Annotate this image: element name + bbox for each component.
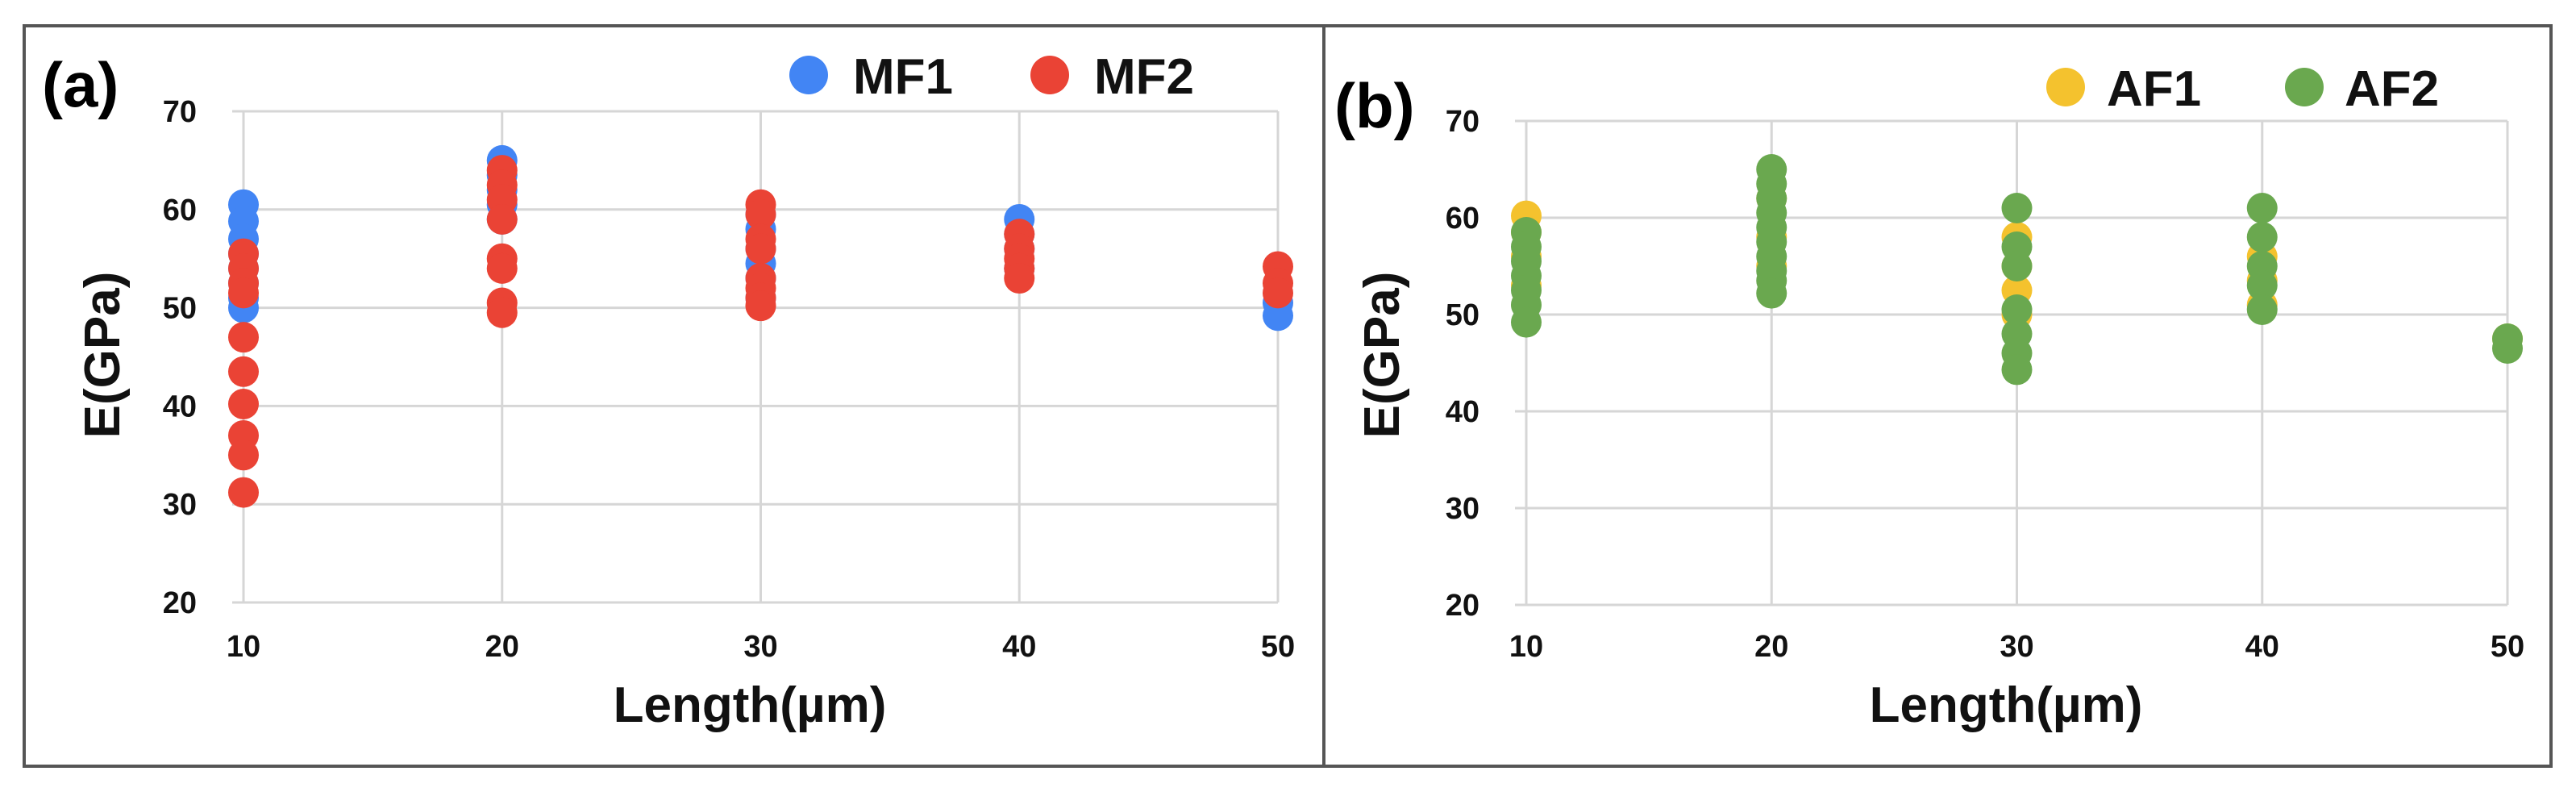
panel-b-point-af2-6 bbox=[1511, 306, 1542, 338]
panel-a-x-axis-title: Length(µm) bbox=[614, 677, 887, 733]
panel-a-point-mf2-33 bbox=[1263, 277, 1293, 309]
panel-a-point-mf2-19 bbox=[745, 198, 776, 230]
panel-a-point-mf2-4 bbox=[228, 322, 259, 353]
panel-a-y-tick-70: 70 bbox=[163, 95, 197, 129]
panel-a-x-tick-20: 20 bbox=[485, 630, 519, 664]
panel-b-point-af2-30 bbox=[2492, 333, 2523, 364]
panel-a-y-ticks: 20 30 40 50 60 70 bbox=[163, 95, 197, 620]
panel-b-y-tick-50: 50 bbox=[1446, 298, 1479, 332]
panel-a-point-mf2-5 bbox=[228, 356, 259, 387]
panel-b-point-af2-27 bbox=[2246, 270, 2278, 301]
panel-a-x-ticks: 10 20 30 40 50 bbox=[227, 630, 1295, 664]
panel-a-x-tick-30: 30 bbox=[743, 630, 777, 664]
panel-a-y-axis-title: E(GPa) bbox=[75, 272, 131, 439]
panel-a-y-tick-40: 40 bbox=[163, 390, 197, 423]
panel-b: 20 30 40 50 60 70 10 20 30 40 50 (b) Length(µm) E… bbox=[1334, 61, 2524, 733]
panel-a-point-mf2-17 bbox=[486, 297, 518, 328]
panel-a-point-mf2-15 bbox=[486, 252, 518, 284]
legend-marker-af2 bbox=[2285, 68, 2324, 106]
panel-b-y-tick-20: 20 bbox=[1446, 589, 1479, 623]
panel-b-x-tick-40: 40 bbox=[2245, 630, 2279, 664]
panel-a: 20 30 40 50 60 70 10 20 30 40 50 (a) Length(µm) E… bbox=[42, 49, 1295, 733]
panel-a-point-mf1-24 bbox=[1263, 300, 1293, 331]
legend-marker-af1 bbox=[2046, 68, 2085, 106]
panel-b-x-tick-50: 50 bbox=[2491, 630, 2524, 664]
legend-label-af1: AF1 bbox=[2107, 61, 2201, 117]
panel-b-frame bbox=[1322, 24, 2553, 768]
panel-b-point-af2-16 bbox=[1756, 277, 1787, 309]
panel-a-x-tick-10: 10 bbox=[227, 630, 260, 664]
panel-a-y-tick-20: 20 bbox=[163, 586, 197, 620]
panel-a-x-tick-40: 40 bbox=[1002, 630, 1036, 664]
panel-b-label: (b) bbox=[1334, 70, 1415, 141]
panel-a-point-mf2-9 bbox=[228, 477, 259, 508]
legend-label-af2: AF2 bbox=[2345, 61, 2439, 117]
panel-a-legend: MF1 MF2 bbox=[789, 49, 1194, 105]
panel-a-label: (a) bbox=[42, 49, 119, 120]
panel-b-x-tick-10: 10 bbox=[1509, 630, 1543, 664]
panel-b-y-tick-60: 60 bbox=[1446, 202, 1479, 236]
panel-a-point-mf2-6 bbox=[228, 388, 259, 419]
legend-label-mf2: MF2 bbox=[1094, 49, 1194, 105]
panel-a-point-mf2-25 bbox=[745, 290, 776, 322]
panel-b-y-axis-title: E(GPa) bbox=[1355, 272, 1410, 439]
panel-a-point-mf2-13 bbox=[486, 203, 518, 235]
panel-b-y-ticks: 20 30 40 50 60 70 bbox=[1446, 105, 1479, 623]
panel-a-points bbox=[228, 144, 1293, 508]
panel-b-x-tick-30: 30 bbox=[2000, 630, 2033, 664]
panel-b-x-axis-title: Length(µm) bbox=[1870, 677, 2143, 733]
panel-a-point-mf2-21 bbox=[745, 233, 776, 265]
panel-b-x-tick-20: 20 bbox=[1754, 630, 1788, 664]
panel-b-y-tick-70: 70 bbox=[1446, 105, 1479, 139]
panel-b-point-af2-28 bbox=[2246, 294, 2278, 325]
panel-b-point-af2-17 bbox=[2001, 193, 2033, 223]
panel-b-legend: AF1 AF2 bbox=[2046, 61, 2439, 117]
panel-b-point-af2-19 bbox=[2001, 251, 2033, 281]
panel-a-grid bbox=[232, 110, 1280, 604]
legend-marker-mf2 bbox=[1030, 56, 1069, 94]
panel-b-point-af2-25 bbox=[2246, 222, 2278, 252]
panel-a-point-mf2-3 bbox=[228, 277, 259, 309]
legend-label-mf1: MF1 bbox=[853, 49, 953, 105]
panel-b-point-af2-24 bbox=[2246, 193, 2278, 223]
panel-b-grid bbox=[1515, 119, 2509, 607]
panel-a-y-tick-30: 30 bbox=[163, 488, 197, 522]
panel-a-point-mf2-8 bbox=[228, 440, 259, 471]
panel-a-point-mf2-30 bbox=[1004, 263, 1035, 294]
panel-b-point-af2-20 bbox=[2001, 294, 2033, 325]
legend-marker-mf1 bbox=[789, 56, 828, 94]
panel-b-point-af2-23 bbox=[2001, 354, 2033, 386]
panel-b-y-tick-40: 40 bbox=[1446, 395, 1479, 429]
panel-b-x-ticks: 10 20 30 40 50 bbox=[1509, 630, 2524, 664]
panel-a-x-tick-50: 50 bbox=[1261, 630, 1295, 664]
panel-a-y-tick-50: 50 bbox=[163, 292, 197, 326]
panel-b-y-tick-30: 30 bbox=[1446, 492, 1479, 526]
panel-a-y-tick-60: 60 bbox=[163, 194, 197, 227]
panel-a-frame bbox=[23, 24, 1325, 768]
panel-b-points bbox=[1511, 154, 2523, 386]
